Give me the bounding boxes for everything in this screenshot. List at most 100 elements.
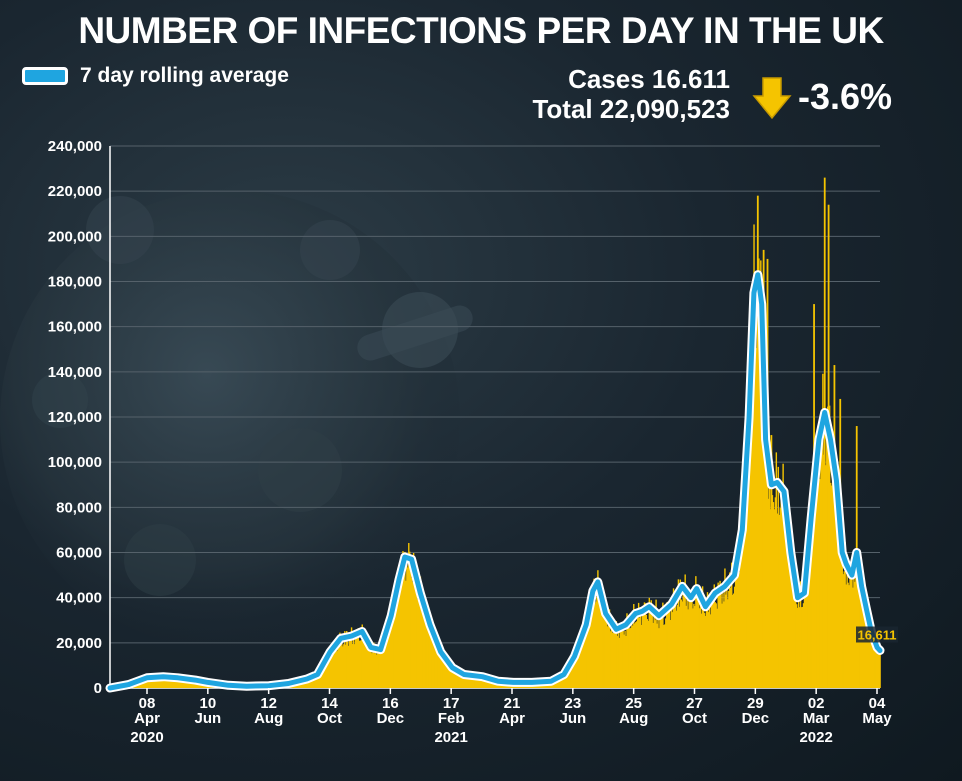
daily-bar: [430, 621, 432, 688]
x-tick-month: Apr: [499, 710, 525, 727]
daily-bar: [619, 624, 621, 688]
daily-bar: [603, 617, 605, 688]
daily-bar: [834, 476, 837, 688]
daily-bar: [346, 641, 349, 688]
daily-bar: [381, 646, 384, 688]
y-tick-label: 20,000: [56, 635, 102, 652]
daily-bar: [437, 637, 439, 688]
daily-bar: [718, 593, 720, 688]
daily-bar: [799, 581, 802, 688]
spike-bar: [833, 365, 836, 688]
daily-bar: [854, 581, 856, 688]
daily-bar: [808, 545, 811, 688]
daily-bar: [820, 437, 822, 688]
daily-bar: [415, 584, 418, 688]
daily-bar: [792, 587, 794, 688]
daily-bar: [877, 650, 879, 688]
daily-bar: [730, 587, 732, 688]
daily-bar: [783, 514, 785, 688]
daily-bar: [682, 589, 684, 688]
daily-bar: [724, 568, 726, 688]
x-tick-month: Dec: [742, 710, 770, 727]
daily-bar: [590, 602, 592, 688]
daily-bar: [485, 679, 488, 688]
daily-bar: [868, 612, 871, 688]
daily-bar: [491, 680, 493, 688]
daily-bar: [361, 624, 363, 688]
daily-bar: [150, 676, 152, 688]
daily-bar: [592, 590, 594, 688]
daily-bar: [321, 661, 324, 688]
daily-bar: [659, 619, 661, 688]
daily-bar: [454, 668, 457, 688]
daily-bar: [156, 676, 159, 688]
daily-bar: [398, 595, 400, 688]
daily-bar: [853, 573, 855, 688]
daily-bar: [874, 646, 876, 688]
daily-bar: [635, 622, 637, 688]
daily-bar: [704, 616, 707, 688]
daily-bar: [164, 678, 167, 688]
daily-bar: [845, 584, 847, 688]
x-axis: 08Apr202010Jun12Aug14Oct16Dec17Feb202121…: [130, 688, 892, 746]
daily-bar: [637, 602, 640, 688]
daily-bar: [772, 502, 775, 688]
daily-bar: [807, 574, 810, 688]
daily-bar: [858, 559, 860, 688]
daily-bar: [693, 603, 695, 688]
x-tick-month: Aug: [619, 710, 648, 727]
x-tick-day: 16: [382, 695, 399, 712]
daily-bar: [149, 678, 151, 688]
daily-bar: [826, 432, 828, 688]
daily-bar: [163, 678, 166, 688]
daily-bar: [719, 580, 721, 688]
legend-swatch: [22, 67, 68, 85]
daily-bar: [162, 678, 165, 688]
daily-bar: [705, 608, 708, 688]
daily-bar: [476, 675, 479, 688]
daily-bar: [685, 605, 687, 688]
cases-stat: Cases 16.611: [568, 64, 730, 94]
daily-bar: [614, 626, 617, 688]
daily-bar: [338, 645, 340, 688]
daily-bar: [169, 679, 171, 688]
daily-bar: [462, 675, 464, 688]
daily-bar: [314, 674, 317, 688]
daily-bar: [869, 632, 872, 688]
daily-bar: [744, 518, 747, 688]
daily-bar: [479, 677, 482, 688]
daily-bar: [695, 576, 697, 688]
daily-bar: [358, 640, 361, 688]
daily-bar: [748, 388, 750, 688]
daily-bar: [677, 579, 680, 688]
daily-bar: [686, 597, 688, 688]
daily-bar: [480, 678, 483, 688]
daily-bar: [474, 677, 476, 688]
x-tick-day: 14: [321, 695, 338, 712]
spike-bar: [756, 195, 759, 688]
daily-bar: [562, 674, 564, 688]
daily-bar: [647, 620, 650, 688]
daily-bar: [666, 602, 668, 688]
daily-bar: [715, 603, 717, 688]
spike-bar: [770, 435, 773, 688]
daily-bar: [554, 680, 556, 688]
daily-bar: [652, 622, 654, 688]
daily-bar: [688, 593, 690, 688]
daily-bar: [649, 613, 651, 688]
daily-bar: [690, 593, 692, 688]
daily-bar: [712, 589, 714, 688]
daily-bar: [579, 634, 582, 688]
daily-bar: [313, 677, 315, 688]
daily-bar: [182, 678, 184, 688]
daily-bar: [745, 496, 747, 688]
daily-bar: [857, 553, 859, 688]
daily-bar: [615, 621, 618, 688]
daily-bar: [640, 624, 643, 688]
y-tick-label: 200,000: [48, 228, 102, 245]
daily-bar: [830, 485, 833, 688]
daily-bar: [708, 595, 711, 688]
daily-bar: [185, 680, 187, 688]
daily-bar: [583, 640, 586, 688]
daily-bar: [786, 506, 788, 688]
